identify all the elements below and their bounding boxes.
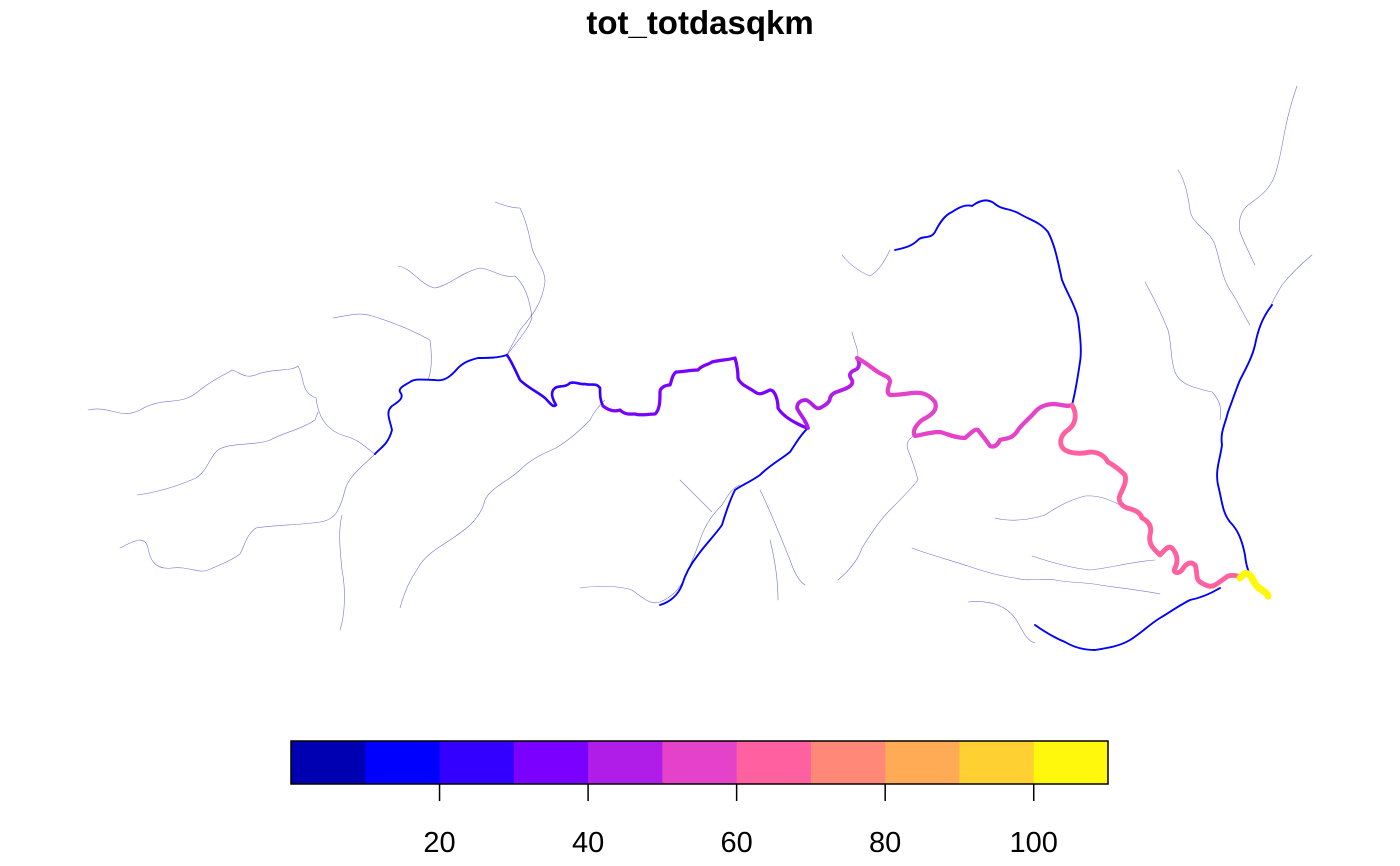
legend-tick-label: 40 [572,827,604,859]
river-tributary [399,399,606,609]
river-tributary [1031,555,1156,571]
river-tributary [1177,169,1251,326]
river-tributary [1269,254,1313,309]
river-tributary [994,495,1121,521]
river-tributary [1238,85,1298,266]
legend-cell [439,741,515,784]
river-reach-1 [505,353,605,408]
river-tributary [1144,281,1222,421]
river-tributary [851,331,859,361]
river-tributary [759,489,806,586]
river-tributary [87,365,376,455]
legend-cell [513,741,589,784]
legend-border [290,740,1109,785]
legend-cell [291,741,366,784]
river-tributary [967,601,1036,644]
legend-cell [1033,741,1109,784]
river-blue-lines [374,199,1273,651]
river-south-west-trib [659,427,809,606]
legend-tick-label: 60 [721,827,753,859]
river-tributary [769,539,779,601]
river-tributary [911,547,1161,595]
river-reach-2 [601,356,810,430]
legend-tick-label: 20 [423,827,455,859]
river-headwater-west [374,354,508,455]
river-tributary [579,484,741,604]
river-tributary [339,514,345,631]
river-east-mainstem [1216,304,1273,579]
color-legend: 20 40 60 80 100 [290,740,1109,859]
legend-cell [588,741,663,784]
river-main-reaches [505,353,1272,600]
river-tributary [136,411,319,496]
river-tributary [332,313,432,381]
river-tributary [119,453,376,572]
legend-tick-label: 100 [1010,827,1058,859]
legend-tick-label: 80 [869,827,901,859]
map-title: tot_totdasqkm [586,4,814,41]
river-tributary [841,249,891,277]
river-south-trib [1034,587,1221,651]
river-tributaries [87,85,1313,644]
legend-cell [810,741,886,784]
legend-cell [365,741,441,784]
legend-cell [736,741,812,784]
river-reach-4 [854,355,1075,449]
river-reach-5 [1058,402,1243,589]
legend-cell [662,741,738,784]
river-tributary [679,479,713,513]
river-tributary [494,201,546,356]
legend-cells [291,741,1109,784]
legend-ticks: 20 40 60 80 100 [423,784,1058,859]
river-reach-3 [795,356,861,430]
legend-cell [885,741,960,784]
river-east-trib [894,199,1082,406]
river-tributary [397,265,533,356]
river-tributary [837,434,919,581]
river-reach-7 [1236,570,1272,600]
legend-cell [959,741,1035,784]
